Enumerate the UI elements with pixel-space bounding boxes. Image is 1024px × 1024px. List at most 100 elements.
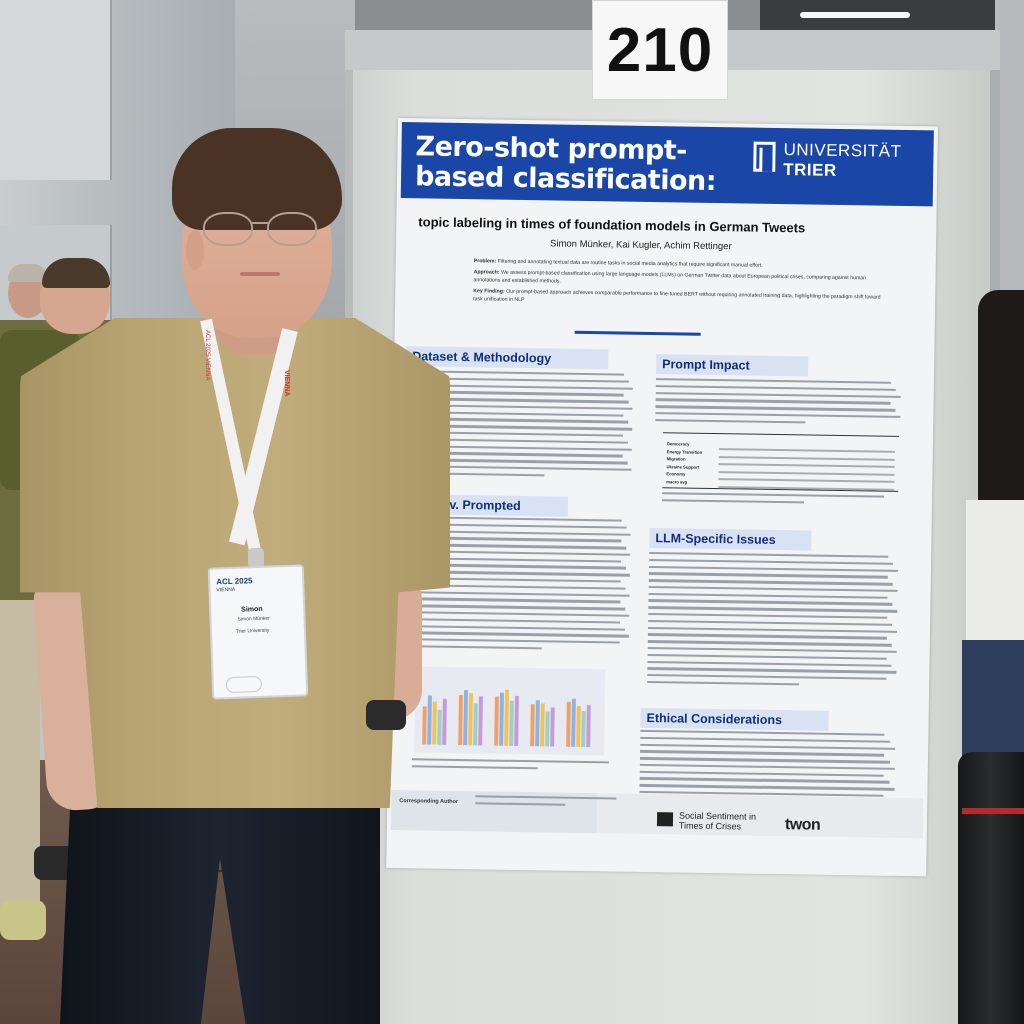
chart-caption bbox=[411, 758, 622, 775]
university-logo-icon bbox=[759, 147, 773, 172]
table-row bbox=[718, 478, 895, 483]
text-line bbox=[648, 606, 898, 613]
intro-label: Problem: bbox=[473, 258, 497, 265]
text-line bbox=[639, 777, 890, 784]
table-row bbox=[718, 485, 895, 491]
booth-number-card: 210 bbox=[592, 0, 728, 100]
text-line bbox=[649, 558, 893, 566]
table-row-label: Ukraine Support bbox=[666, 463, 700, 470]
research-poster: Zero-shot prompt-based classification: U… bbox=[386, 118, 938, 877]
chart-bar bbox=[576, 706, 581, 747]
chart-bar bbox=[540, 702, 545, 747]
poster-authors: Simon Münker, Kai Kugler, Achim Rettinge… bbox=[549, 238, 732, 253]
text-line bbox=[662, 492, 884, 499]
poster-intro: Problem: Filtering and annotating textua… bbox=[473, 257, 884, 309]
section-body-text bbox=[647, 551, 903, 696]
badge-event: ACL 2025 bbox=[216, 576, 253, 587]
lanyard-print: ACL 2025 VIENNA bbox=[204, 330, 210, 381]
contact-label: Corresponding Author bbox=[399, 798, 459, 806]
text-line bbox=[639, 770, 885, 777]
text-line bbox=[655, 378, 891, 385]
badge-decoration-icon bbox=[225, 675, 263, 694]
poster-footer-funding bbox=[596, 793, 924, 839]
text-line bbox=[640, 750, 885, 757]
text-line bbox=[647, 640, 892, 647]
glasses-bridge bbox=[252, 222, 268, 224]
text-line bbox=[655, 384, 896, 392]
text-line bbox=[647, 674, 887, 681]
badge-fullname: Simon Münker bbox=[237, 615, 270, 623]
chart-bar bbox=[432, 701, 437, 745]
trash-bin bbox=[958, 752, 1024, 1024]
intro-text: Filtering and annotating textual data ar… bbox=[497, 258, 763, 269]
table-row bbox=[718, 463, 895, 468]
text-line bbox=[639, 757, 890, 764]
intro-label: Approach: bbox=[473, 269, 500, 276]
text-line bbox=[475, 802, 566, 806]
text-line bbox=[648, 579, 893, 586]
section-heading-dataset: Dataset & Methodology bbox=[406, 346, 609, 370]
text-line bbox=[655, 398, 891, 405]
text-line bbox=[648, 572, 888, 579]
lanyard-print: VIENNA bbox=[283, 370, 290, 397]
twon-logo: twon bbox=[784, 816, 821, 834]
chart-bar bbox=[473, 703, 478, 746]
text-line bbox=[404, 617, 621, 624]
chart-bar bbox=[468, 693, 473, 746]
chart-bar bbox=[422, 705, 427, 745]
table-caption bbox=[662, 492, 898, 509]
table-row-label: Economy bbox=[666, 471, 686, 477]
table-row-label: macro avg bbox=[666, 478, 688, 485]
chart-bar bbox=[499, 692, 504, 746]
badge-name: Simon bbox=[241, 605, 263, 614]
watch-icon bbox=[366, 700, 406, 730]
section-body-text bbox=[655, 378, 906, 432]
text-line bbox=[648, 613, 887, 620]
background-person-hair bbox=[42, 258, 110, 288]
funding-text bbox=[475, 795, 625, 811]
chart-bar bbox=[494, 696, 499, 746]
chart-bar bbox=[530, 704, 535, 747]
text-line bbox=[648, 592, 888, 599]
text-line bbox=[404, 604, 626, 611]
text-line bbox=[404, 597, 621, 604]
text-line bbox=[647, 633, 887, 640]
university-name: UNIVERSITÄT bbox=[783, 140, 902, 161]
badge-affiliation: Trier University bbox=[235, 627, 270, 635]
chart-bar bbox=[458, 694, 463, 746]
text-line bbox=[647, 646, 897, 654]
text-line bbox=[640, 729, 885, 737]
text-line bbox=[411, 765, 538, 770]
section-heading-ethics: Ethical Considerations bbox=[640, 707, 829, 731]
ear bbox=[186, 230, 204, 270]
text-line bbox=[655, 405, 896, 412]
chart-bar bbox=[566, 701, 571, 747]
text-line bbox=[647, 680, 800, 686]
intro-text: Our prompt-based approach achieves compa… bbox=[473, 288, 881, 304]
table-row bbox=[718, 470, 895, 476]
table-row bbox=[718, 455, 895, 461]
section-heading-prompt: Prompt Impact bbox=[656, 354, 809, 377]
text-line bbox=[639, 763, 895, 771]
poster-title: Zero-shot prompt-based classification: bbox=[414, 131, 717, 198]
chart-bar bbox=[437, 709, 442, 745]
text-line bbox=[648, 619, 892, 627]
chart-bar bbox=[571, 699, 576, 747]
results-bar-chart bbox=[414, 666, 606, 756]
project-logo-icon bbox=[656, 812, 674, 827]
text-line bbox=[404, 590, 630, 597]
text-line bbox=[647, 660, 892, 667]
text-line bbox=[640, 736, 890, 743]
table-row-label: Democracy bbox=[666, 441, 690, 447]
badge-event-city: VIENNA bbox=[216, 586, 236, 594]
text-line bbox=[647, 653, 887, 660]
text-line bbox=[404, 624, 625, 631]
text-line bbox=[662, 498, 804, 504]
text-line bbox=[639, 784, 895, 791]
badge-clip bbox=[248, 548, 264, 568]
text-line bbox=[647, 667, 897, 674]
text-line bbox=[411, 758, 610, 764]
chart-bar bbox=[550, 707, 555, 747]
background-person-legs bbox=[0, 600, 40, 930]
text-line bbox=[640, 743, 895, 750]
